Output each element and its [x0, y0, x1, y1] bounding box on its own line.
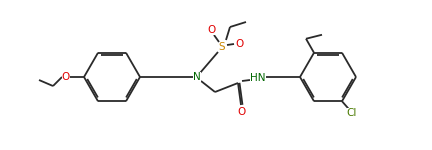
- Text: O: O: [62, 72, 70, 82]
- Text: HN: HN: [250, 73, 266, 83]
- Text: O: O: [237, 107, 245, 117]
- Text: S: S: [219, 42, 226, 52]
- Text: Cl: Cl: [347, 108, 357, 118]
- Text: O: O: [236, 39, 244, 49]
- Text: O: O: [208, 25, 216, 35]
- Text: N: N: [193, 72, 201, 82]
